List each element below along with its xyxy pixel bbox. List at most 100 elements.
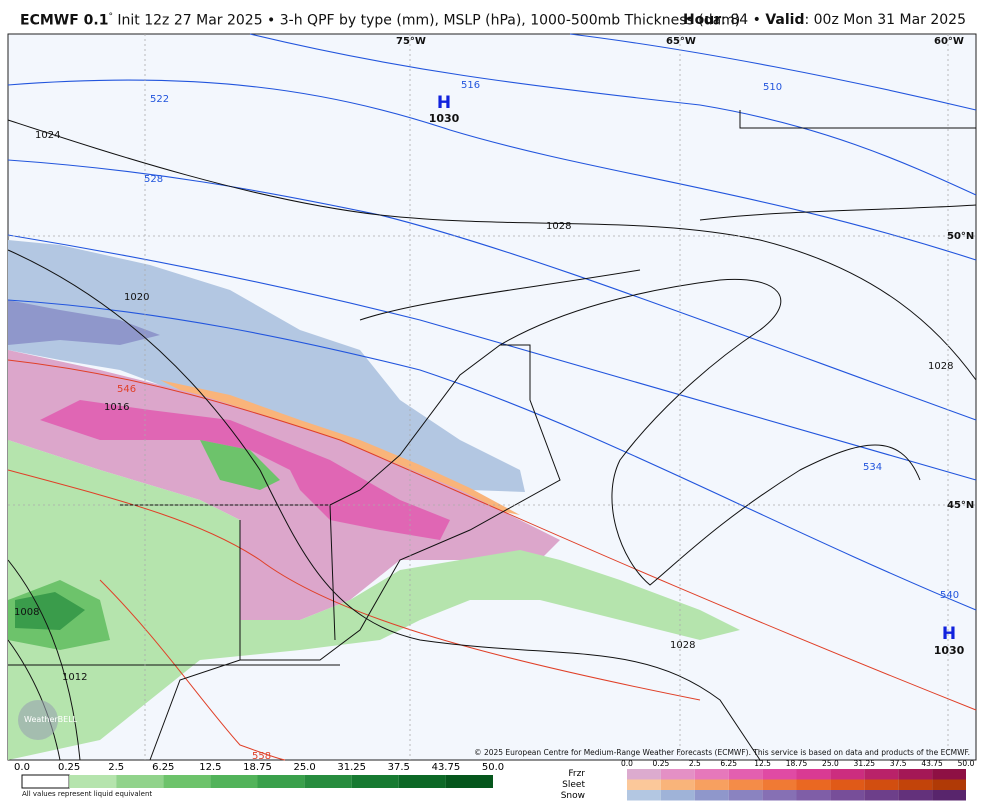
type-swatch [864, 779, 899, 790]
rain-tick-label: 25.0 [293, 762, 315, 773]
thickness-label: 558 [252, 751, 271, 762]
logo: WeatherBELL [24, 715, 78, 724]
high-letter: H [437, 93, 451, 113]
thickness-label: 516 [461, 80, 480, 91]
thickness-labels: 516 510 522 528 534 540 546 558 [117, 80, 959, 762]
isobar-label: 1008 [14, 607, 39, 618]
isobar-label: 1020 [124, 292, 149, 303]
rain-swatch [304, 775, 352, 788]
type-swatch [627, 769, 661, 780]
type-swatch [660, 790, 695, 801]
rain-tick-label: 18.75 [243, 762, 272, 773]
type-tick-label: 0.0 [621, 759, 633, 768]
isobar-labels: 1024 1028 1028 1020 1016 1012 1008 1028 [14, 130, 953, 683]
grid-label: 75°W [396, 36, 426, 47]
rain-heaviest [15, 592, 85, 630]
type-swatch [932, 769, 966, 780]
legend-note: All values represent liquid equivalent [22, 790, 152, 798]
type-tick-label: 18.75 [786, 759, 808, 768]
type-swatch [830, 779, 865, 790]
type-tick-label: 25.0 [822, 759, 839, 768]
type-swatch [660, 779, 695, 790]
isobars-and-coast [7, 110, 977, 761]
isobar-label: 1016 [104, 402, 129, 413]
model: ECMWF 0.1 [20, 12, 109, 29]
grid-label: 65°W [666, 36, 696, 47]
type-swatch [728, 779, 763, 790]
rain-swatch [398, 775, 446, 788]
valid: : 00z Mon 31 Mar 2025 [804, 12, 966, 28]
rain-tick-label: 6.25 [152, 762, 174, 773]
isobar-label: 1024 [35, 130, 60, 141]
grid-labels: 75°W 65°W 60°W 50°N 45°N [396, 36, 974, 511]
grid-label: 50°N [947, 231, 974, 242]
type-tick-label: 0.25 [653, 759, 670, 768]
type-swatch [830, 769, 865, 780]
precipitation [8, 240, 740, 760]
rain-swatch [163, 775, 211, 788]
rain-area [8, 440, 740, 760]
type-label: Frzr [568, 769, 585, 779]
rain-tick-label: 50.0 [482, 762, 504, 773]
type-swatch [694, 790, 729, 801]
type-swatch [830, 790, 865, 801]
warm-thickness [7, 359, 977, 761]
type-swatch [762, 769, 797, 780]
rain-tick-label: 31.25 [337, 762, 366, 773]
type-swatch [898, 769, 933, 780]
snow-area [8, 240, 525, 492]
rain-swatch [21, 774, 70, 789]
description: Init 12z 27 Mar 2025 • 3-h QPF by type (… [117, 12, 741, 29]
type-swatch [864, 769, 899, 780]
rain-tick-label: 43.75 [432, 762, 461, 773]
frzr-heavy [40, 400, 450, 540]
type-tick-label: 37.5 [890, 759, 907, 768]
rain-tick-label: 0.25 [58, 762, 80, 773]
type-label: Snow [561, 791, 585, 801]
type-tick-label: 2.5 [689, 759, 701, 768]
valid-label: Valid [765, 12, 805, 28]
type-swatch [627, 790, 661, 801]
degree: ° [108, 12, 113, 22]
rain-swatch [116, 775, 164, 788]
type-swatch [932, 779, 966, 790]
type-swatch [898, 779, 933, 790]
isobar-label: 1028 [928, 361, 953, 372]
hour-label: Hour [682, 12, 722, 28]
rain-swatch [351, 775, 399, 788]
header-left: ECMWF 0.1° Init 12z 27 Mar 2025 • 3-h QP… [20, 12, 740, 29]
type-tick-label: 6.25 [720, 759, 737, 768]
type-swatch [762, 790, 797, 801]
isobar-label: 1028 [670, 640, 695, 651]
type-swatch [694, 779, 729, 790]
type-label: Sleet [562, 780, 585, 790]
isobar-label: 1028 [546, 221, 571, 232]
hour: : 84 • [721, 12, 761, 28]
type-swatch [898, 790, 933, 801]
type-swatch [660, 769, 695, 780]
high-value: 1030 [934, 644, 965, 657]
header-right: Hour: 84 • Valid: 00z Mon 31 Mar 2025 [683, 12, 966, 28]
high-letter: H [942, 624, 956, 644]
rain-swatch [257, 775, 305, 788]
graticule [8, 34, 976, 760]
thickness-label: 534 [863, 462, 882, 473]
copyright: © 2025 European Centre for Medium-Range … [474, 748, 970, 757]
type-tick-label: 12.5 [754, 759, 771, 768]
type-swatch [728, 790, 763, 801]
legend: All values represent liquid equivalent F… [14, 759, 975, 801]
logo-globe [18, 700, 58, 740]
type-swatch [796, 779, 831, 790]
type-swatch [796, 790, 831, 801]
thickness-label: 522 [150, 94, 169, 105]
highs: H 1030 H 1030 [429, 93, 965, 657]
high-value: 1030 [429, 112, 460, 125]
type-tick-label: 50.0 [958, 759, 975, 768]
type-tick-label: 31.25 [854, 759, 876, 768]
thickness-label: 540 [940, 590, 959, 601]
rain-swatch [69, 775, 117, 788]
rain-swatch [210, 775, 258, 788]
type-tick-label: 43.75 [921, 759, 943, 768]
